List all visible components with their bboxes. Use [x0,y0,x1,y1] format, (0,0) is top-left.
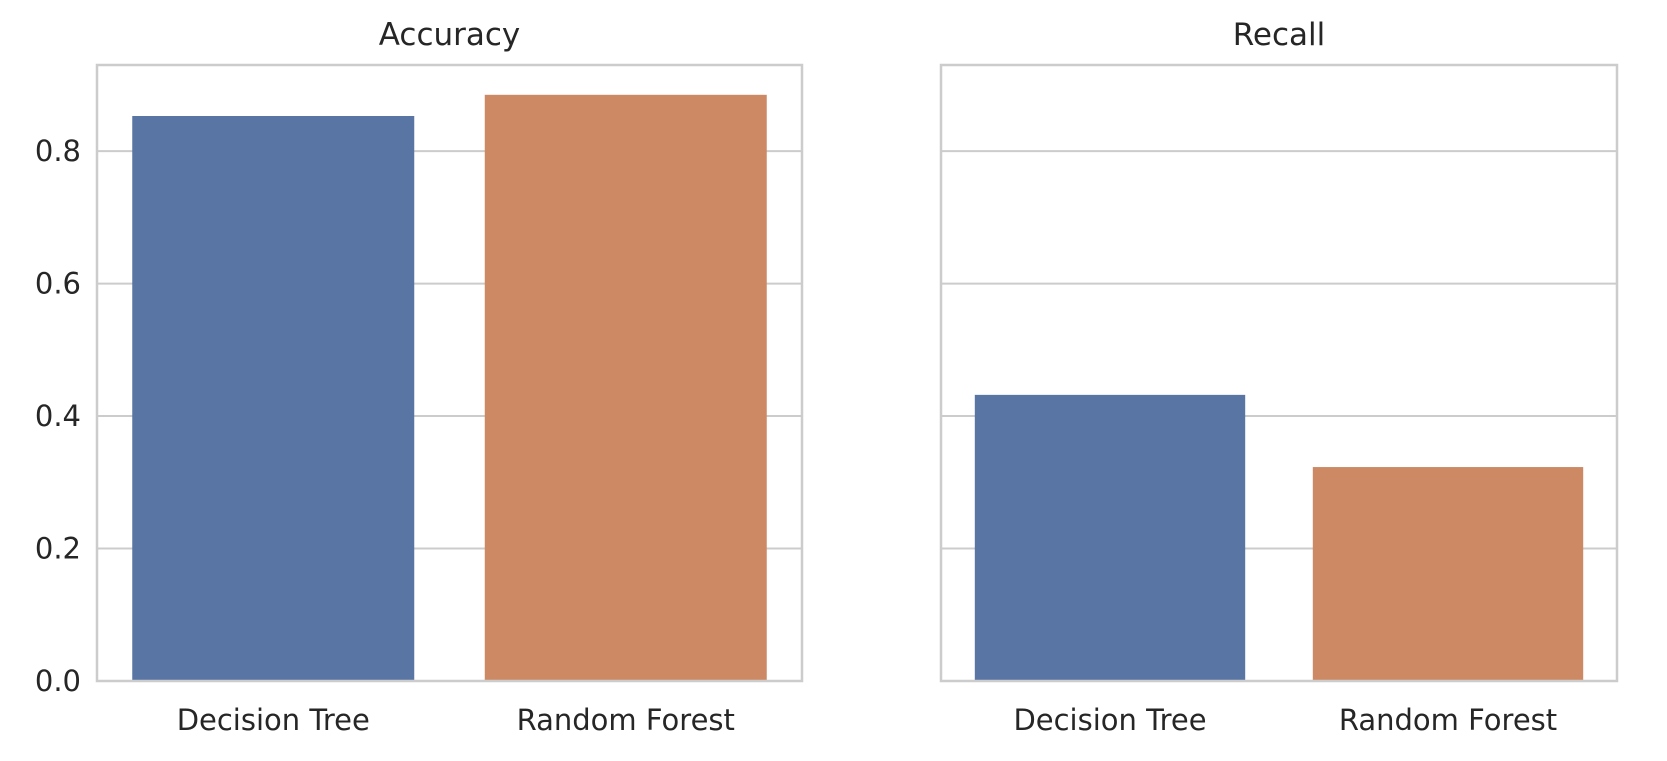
plot-frame [939,63,1619,683]
y-tick-label: 0.0 [35,664,81,698]
x-tick-label: Random Forest [517,703,735,737]
bar-random-forest [1312,467,1584,681]
chart-title: Recall [1233,17,1326,53]
accuracy-chart: Accuracy Decision Tree Random Forest 0.0 0.2… [35,17,804,737]
bar-decision-tree [132,116,415,682]
x-tick-label: Decision Tree [1013,703,1206,737]
x-tick-label: Decision Tree [177,703,370,737]
bar-random-forest [484,94,767,681]
bar-decision-tree [974,394,1246,681]
plot-frame [95,63,804,683]
y-tick-label: 0.4 [35,399,81,433]
chart-title: Accuracy [379,17,521,53]
recall-chart: Recall Decision Tree Random Forest [939,17,1619,737]
x-tick-label: Random Forest [1339,703,1557,737]
y-tick-label: 0.8 [35,134,81,168]
y-tick-label: 0.6 [35,267,81,301]
y-tick-label: 0.2 [35,532,81,566]
